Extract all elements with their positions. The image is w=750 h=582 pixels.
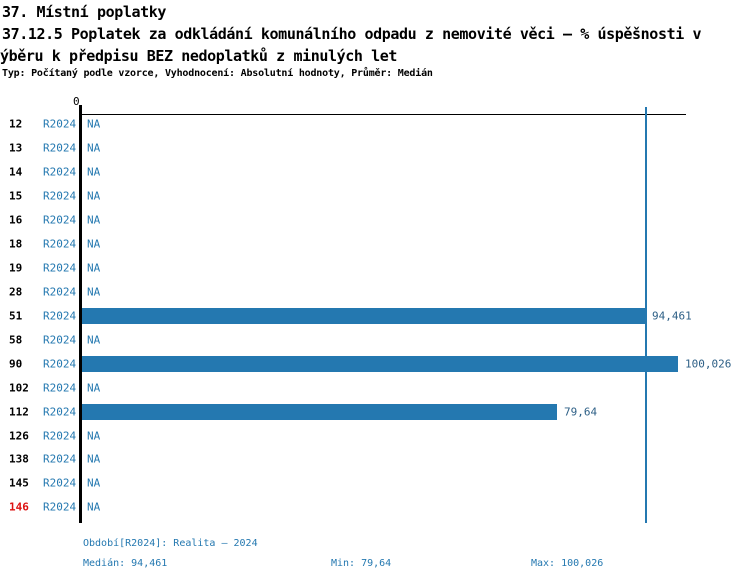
chart-row: 18 R2024 NA bbox=[0, 232, 750, 256]
value-bar bbox=[82, 403, 557, 420]
row-category-label: 12 bbox=[9, 117, 23, 131]
row-period-label: R2024 bbox=[43, 165, 77, 179]
row-na-label: NA bbox=[87, 429, 101, 443]
row-period-label: R2024 bbox=[43, 357, 77, 371]
row-period-label: R2024 bbox=[43, 381, 77, 395]
row-na-label: NA bbox=[87, 213, 101, 227]
row-na-label: NA bbox=[87, 333, 101, 347]
row-na-label: NA bbox=[87, 381, 101, 395]
row-period-label: R2024 bbox=[43, 309, 77, 323]
chart-row: 145 R2024 NA bbox=[0, 471, 750, 495]
chart-row: 19 R2024 NA bbox=[0, 256, 750, 280]
axis-zero-tick-label: 0 bbox=[73, 95, 80, 108]
chart-row: 51 R2024 94,461 bbox=[0, 304, 750, 328]
row-category-label: 102 bbox=[9, 381, 29, 395]
row-category-label: 51 bbox=[9, 309, 23, 323]
chart-row: 16 R2024 NA bbox=[0, 208, 750, 232]
row-na-label: NA bbox=[87, 476, 101, 490]
row-category-label: 15 bbox=[9, 189, 23, 203]
row-category-label: 13 bbox=[9, 141, 23, 155]
chart-title-line-1: 37.12.5 Poplatek za odkládání komunálníh… bbox=[2, 25, 702, 43]
footer-max-label: Max: 100,026 bbox=[531, 558, 604, 569]
row-category-label: 16 bbox=[9, 213, 23, 227]
chart-row: 112 R2024 79,64 bbox=[0, 400, 750, 424]
chart-row: 138 R2024 NA bbox=[0, 447, 750, 471]
row-period-label: R2024 bbox=[43, 452, 77, 466]
chart-title-line-2: ýběru k předpisu BEZ nedoplatků z minulý… bbox=[0, 47, 398, 65]
row-period-label: R2024 bbox=[43, 285, 77, 299]
row-period-label: R2024 bbox=[43, 500, 77, 514]
x-axis-top-line bbox=[79, 114, 686, 115]
row-category-label: 112 bbox=[9, 405, 29, 419]
row-category-label: 18 bbox=[9, 237, 23, 251]
row-period-label: R2024 bbox=[43, 261, 77, 275]
chart-group-title: 37. Místní poplatky bbox=[2, 3, 166, 21]
chart-row: 90 R2024 100,026 bbox=[0, 352, 750, 376]
value-bar bbox=[82, 355, 678, 372]
chart-row: 14 R2024 NA bbox=[0, 160, 750, 184]
row-category-label: 28 bbox=[9, 285, 23, 299]
row-na-label: NA bbox=[87, 452, 101, 466]
row-category-label-highlighted: 146 bbox=[9, 500, 29, 514]
row-category-label: 58 bbox=[9, 333, 23, 347]
row-category-label: 145 bbox=[9, 476, 29, 490]
chart-row: 15 R2024 NA bbox=[0, 184, 750, 208]
chart-row: 102 R2024 NA bbox=[0, 376, 750, 400]
median-reference-line bbox=[645, 107, 647, 523]
row-period-label: R2024 bbox=[43, 429, 77, 443]
value-bar bbox=[82, 307, 645, 324]
chart-meta-line: Typ: Počítaný podle vzorce, Vyhodnocení:… bbox=[2, 68, 433, 79]
chart-row: 28 R2024 NA bbox=[0, 280, 750, 304]
row-na-label: NA bbox=[87, 237, 101, 251]
row-category-label: 19 bbox=[9, 261, 23, 275]
chart-row: 146 R2024 NA bbox=[0, 495, 750, 519]
row-na-label: NA bbox=[87, 285, 101, 299]
bar-value-label: 79,64 bbox=[564, 405, 598, 419]
row-period-label: R2024 bbox=[43, 189, 77, 203]
footer-min-label: Min: 79,64 bbox=[331, 558, 392, 569]
row-na-label: NA bbox=[87, 261, 101, 275]
chart-row: 12 R2024 NA bbox=[0, 112, 750, 136]
row-na-label: NA bbox=[87, 117, 101, 131]
row-na-label: NA bbox=[87, 500, 101, 514]
row-period-label: R2024 bbox=[43, 405, 77, 419]
row-na-label: NA bbox=[87, 165, 101, 179]
row-category-label: 126 bbox=[9, 429, 29, 443]
chart-row: 58 R2024 NA bbox=[0, 328, 750, 352]
footer-period-label: Období[R2024]: Realita – 2024 bbox=[83, 538, 258, 549]
row-period-label: R2024 bbox=[43, 333, 77, 347]
row-na-label: NA bbox=[87, 189, 101, 203]
bar-value-label: 94,461 bbox=[652, 309, 692, 323]
row-category-label: 138 bbox=[9, 452, 29, 466]
row-period-label: R2024 bbox=[43, 237, 77, 251]
bar-value-label: 100,026 bbox=[685, 357, 732, 371]
row-period-label: R2024 bbox=[43, 213, 77, 227]
chart-row: 13 R2024 NA bbox=[0, 136, 750, 160]
row-period-label: R2024 bbox=[43, 476, 77, 490]
row-category-label: 90 bbox=[9, 357, 23, 371]
row-period-label: R2024 bbox=[43, 141, 77, 155]
footer-median-label: Medián: 94,461 bbox=[83, 558, 168, 569]
chart-row: 126 R2024 NA bbox=[0, 424, 750, 448]
row-na-label: NA bbox=[87, 141, 101, 155]
y-axis-line bbox=[79, 105, 82, 523]
row-category-label: 14 bbox=[9, 165, 23, 179]
row-period-label: R2024 bbox=[43, 117, 77, 131]
